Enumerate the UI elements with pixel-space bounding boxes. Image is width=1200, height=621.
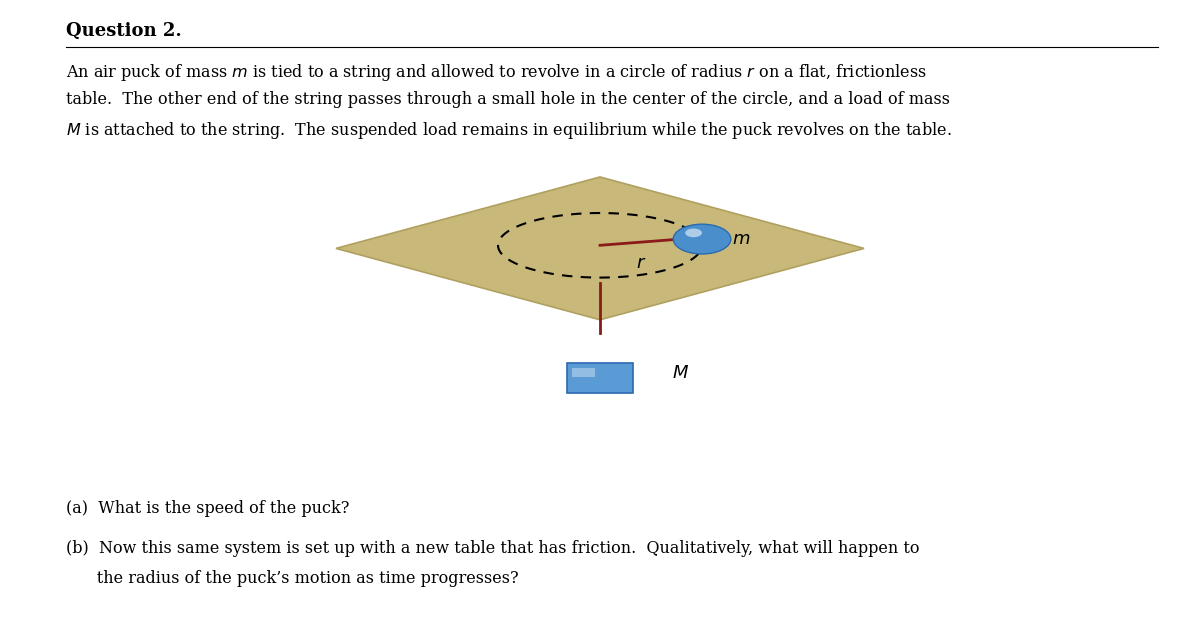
Text: table.  The other end of the string passes through a small hole in the center of: table. The other end of the string passe… bbox=[66, 91, 950, 108]
Bar bbox=[568, 363, 634, 393]
Text: $M$: $M$ bbox=[672, 364, 689, 381]
Text: $M$ is attached to the string.  The suspended load remains in equilibrium while : $M$ is attached to the string. The suspe… bbox=[66, 120, 952, 142]
Circle shape bbox=[673, 224, 731, 254]
Text: (a)  What is the speed of the puck?: (a) What is the speed of the puck? bbox=[66, 500, 349, 517]
Circle shape bbox=[685, 229, 702, 237]
Text: $m$: $m$ bbox=[732, 230, 750, 248]
Bar bbox=[571, 368, 595, 377]
Text: (b)  Now this same system is set up with a new table that has friction.  Qualita: (b) Now this same system is set up with … bbox=[66, 540, 919, 557]
Text: Question 2.: Question 2. bbox=[66, 22, 181, 40]
Text: $r$: $r$ bbox=[636, 254, 647, 271]
Polygon shape bbox=[336, 177, 864, 320]
Text: the radius of the puck’s motion as time progresses?: the radius of the puck’s motion as time … bbox=[66, 570, 518, 587]
Text: An air puck of mass $m$ is tied to a string and allowed to revolve in a circle o: An air puck of mass $m$ is tied to a str… bbox=[66, 62, 926, 83]
